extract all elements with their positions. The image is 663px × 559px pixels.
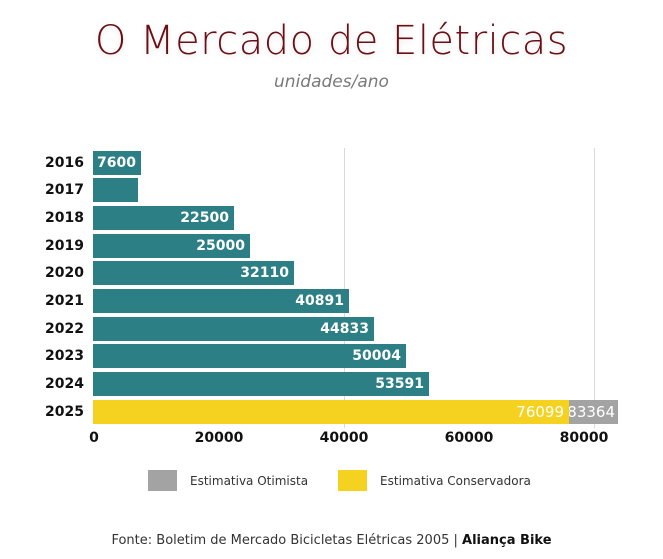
- y-label-2021: 2021: [45, 293, 84, 309]
- bar-2025-conservative: 76099: [93, 400, 569, 424]
- x-tick-40000: 40000: [319, 430, 369, 446]
- bar-value: 22500: [180, 210, 229, 226]
- chart-title: O Mercado de Elétricas: [94, 18, 569, 64]
- source-footer: Fonte: Boletim de Mercado Bicicletas Elé…: [0, 533, 663, 548]
- bar-value-conservative: 76099: [516, 403, 564, 421]
- bar-value: 50004: [352, 348, 401, 364]
- y-label-2023: 2023: [45, 348, 84, 364]
- source-text: Fonte: Boletim de Mercado Bicicletas Elé…: [111, 533, 458, 548]
- legend-label-conservative: Estimativa Conservadora: [380, 473, 531, 488]
- bar-2019: 25000: [93, 234, 250, 258]
- source-brand: Aliança Bike: [462, 533, 552, 548]
- bar-value: 40891: [295, 293, 344, 309]
- y-label-2020: 2020: [45, 265, 84, 281]
- y-label-2018: 2018: [45, 210, 84, 226]
- gridline-80000: [594, 148, 595, 428]
- gridline-40000: [344, 148, 345, 428]
- y-label-2019: 2019: [45, 238, 84, 254]
- bar-2022: 44833: [93, 317, 374, 341]
- bar-2024: 53591: [93, 372, 429, 396]
- y-label-2024: 2024: [45, 376, 84, 392]
- bar-value: 7600: [97, 155, 136, 171]
- bar-value: 32110: [240, 265, 289, 281]
- bar-2018: 22500: [93, 206, 234, 230]
- bar-2021: 40891: [93, 289, 349, 313]
- bar-value: 53591: [375, 376, 424, 392]
- bar-value: 44833: [320, 321, 369, 337]
- bar-value-optimistic: 83364: [567, 403, 615, 421]
- legend-item-conservative: Estimativa Conservadora: [338, 470, 531, 491]
- legend-swatch-gray: [148, 470, 177, 491]
- y-label-2017: 2017: [45, 182, 84, 198]
- chart-legend: Estimativa Otimista Estimativa Conservad…: [148, 470, 551, 491]
- y-label-2022: 2022: [45, 321, 84, 337]
- x-tick-60000: 60000: [444, 430, 494, 446]
- bar-2016: 7600: [93, 151, 141, 175]
- x-tick-80000: 80000: [559, 430, 609, 446]
- bar-value: 25000: [196, 238, 245, 254]
- bar-2023: 50004: [93, 344, 406, 368]
- x-tick-0: 0: [89, 430, 99, 446]
- legend-swatch-yellow: [338, 470, 368, 491]
- legend-label-optimistic: Estimativa Otimista: [190, 473, 309, 488]
- legend-item-optimistic: Estimativa Otimista: [148, 470, 308, 491]
- x-tick-20000: 20000: [194, 430, 244, 446]
- bar-2017: [93, 178, 138, 202]
- chart-subtitle: unidades/ano: [274, 72, 389, 92]
- bar-2020: 32110: [93, 261, 294, 285]
- y-label-2016: 2016: [45, 155, 84, 171]
- y-label-2025: 2025: [45, 404, 84, 420]
